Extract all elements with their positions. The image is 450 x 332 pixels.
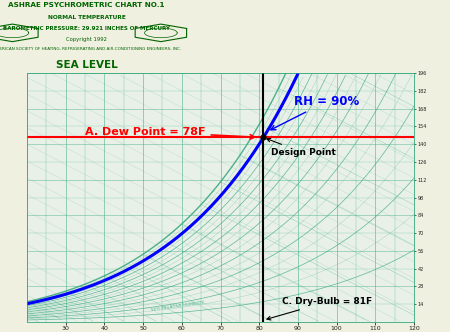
Text: NORMAL TEMPERATURE: NORMAL TEMPERATURE <box>48 15 126 20</box>
Text: BAROMETRIC PRESSURE: 29.921 INCHES OF MERCURY: BAROMETRIC PRESSURE: 29.921 INCHES OF ME… <box>3 26 170 31</box>
Text: RH = 90%: RH = 90% <box>271 95 359 130</box>
Text: AMERICAN SOCIETY OF HEATING, REFRIGERATING AND AIR-CONDITIONING ENGINEERS, INC.: AMERICAN SOCIETY OF HEATING, REFRIGERATI… <box>0 47 181 51</box>
Text: C. Dry-Bulb = 81F: C. Dry-Bulb = 81F <box>267 297 373 320</box>
Text: Copyright 1992: Copyright 1992 <box>66 37 107 42</box>
Text: ASHRAE PSYCHROMETRIC CHART NO.1: ASHRAE PSYCHROMETRIC CHART NO.1 <box>9 2 165 8</box>
Text: SEA LEVEL: SEA LEVEL <box>56 60 117 70</box>
Text: A. Dew Point = 78F: A. Dew Point = 78F <box>85 127 255 139</box>
Text: Design Point: Design Point <box>267 138 336 157</box>
Text: 10% RELATIVE HUMIDITY: 10% RELATIVE HUMIDITY <box>151 301 205 312</box>
